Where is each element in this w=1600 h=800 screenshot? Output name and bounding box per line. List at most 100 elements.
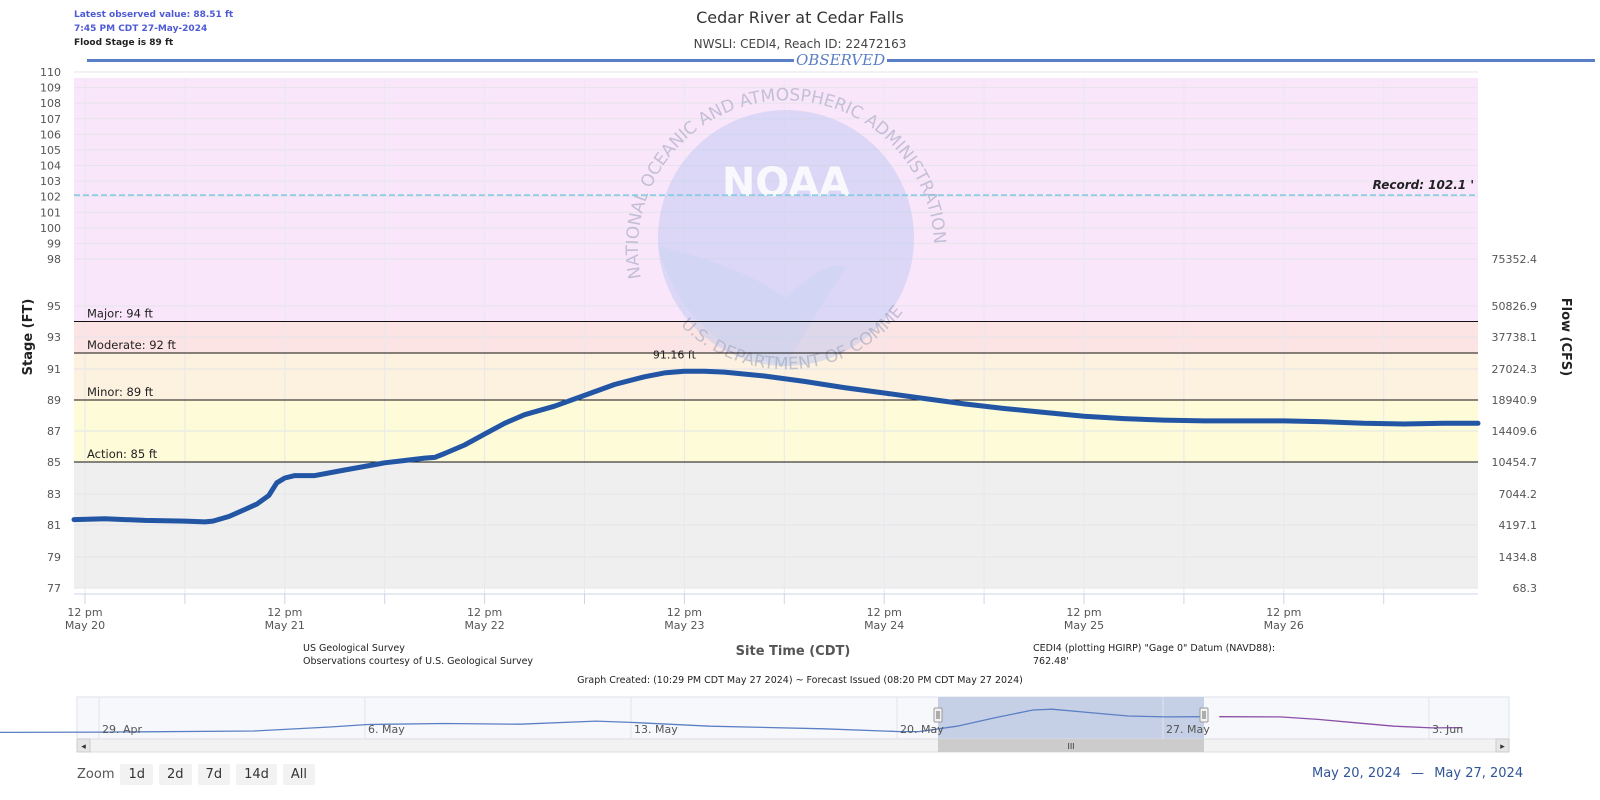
y-tick-label: 103 [40,175,61,188]
y2-axis-title: Flow (CFS) [1558,298,1573,376]
x-tick-label: May 22 [464,619,504,632]
navigator-date-label: 20. May [900,723,944,736]
scroll-left-button[interactable] [76,738,91,753]
y2-tick-label: 4197.1 [1499,519,1538,532]
datum-note: CEDI4 (plotting HGIRP) "Gage 0" Datum (N… [1033,642,1293,668]
y2-tick-label: 37738.1 [1492,331,1538,344]
y-tick-label: 83 [47,488,61,501]
flood-stage-note: Flood Stage is 89 ft [74,38,174,48]
y-tick-label: 101 [40,206,61,219]
range-separator: — [1411,766,1425,781]
navigator-date-label: 13. May [634,723,678,736]
x-tick-label: May 23 [664,619,704,632]
x-tick-label: 12 pm [667,606,702,619]
y-tick-label: 107 [40,113,61,126]
threshold-label: Major: 94 ft [87,307,153,321]
x-tick-label: May 26 [1264,619,1304,632]
x-tick-label: 12 pm [267,606,302,619]
y-tick-label: 91 [47,363,61,376]
left-arrow-icon: ◂ [81,742,86,752]
zoom-2d-button[interactable]: 2d [159,764,192,785]
navigator-date-label: 3. Jun [1432,723,1463,736]
x-tick-label: 12 pm [67,606,102,619]
datum-line-1: CEDI4 (plotting HGIRP) "Gage 0" Datum (N… [1033,643,1276,654]
y-tick-label: 93 [47,331,61,344]
y-tick-label: 100 [40,222,61,235]
graph-created-note: Graph Created: (10:29 PM CDT May 27 2024… [577,675,1023,686]
threshold-label: Moderate: 92 ft [87,338,176,352]
navigator-date-label: 27. May [1166,723,1210,736]
x-axis-title: Site Time (CDT) [736,644,851,659]
date-range: May 20, 2024 — May 27, 2024 [1312,766,1523,781]
zoom-controls: Zoom 1d 2d 7d 14d All [77,764,315,785]
x-tick-label: May 20 [65,619,105,632]
x-tick-label: May 25 [1064,619,1104,632]
navigator-forecast-line [1219,716,1463,729]
scroll-right-button[interactable] [1495,738,1510,753]
y-tick-label: 99 [47,237,61,250]
zoom-1d-button[interactable]: 1d [120,764,154,785]
y-tick-label: 105 [40,144,61,157]
scrollbar-track[interactable] [76,738,1510,753]
scrollbar-thumb[interactable] [938,739,1204,752]
y2-tick-label: 14409.6 [1492,425,1538,438]
y-tick-label: 77 [47,582,61,595]
chart-subtitle: NWSLI: CEDI4, Reach ID: 22472163 [693,37,907,51]
y-tick-label: 89 [47,394,61,407]
range-to[interactable]: May 27, 2024 [1434,766,1524,781]
zoom-14d-button[interactable]: 14d [236,764,277,785]
y2-tick-label: 68.3 [1513,582,1538,595]
y-tick-label: 106 [40,128,61,141]
zoom-all-button[interactable]: All [282,764,315,785]
navigator-selection[interactable] [938,697,1204,739]
y2-tick-label: 1434.8 [1499,551,1538,564]
observed-label: OBSERVED [794,51,888,69]
chart-title: Cedar River at Cedar Falls [696,8,904,27]
source-courtesy: Observations courtesy of U.S. Geological… [303,656,534,667]
range-navigator[interactable]: 29. Apr 6. May 13. May 20. May 27. May 3. Jun… [0,695,1600,755]
y-tick-label: 81 [47,519,61,532]
latest-value: Latest observed value: 88.51 ft [74,10,234,20]
zoom-label: Zoom [77,767,115,782]
navigator-left-handle[interactable] [933,707,943,723]
x-tick-label: 12 pm [867,606,902,619]
y-tick-label: 104 [40,160,61,173]
stage-series-line [71,368,1481,525]
threshold-label: Action: 85 ft [87,447,158,461]
y2-tick-label: 75352.4 [1492,253,1538,266]
x-tick-label: 12 pm [1266,606,1301,619]
noaa-watermark-bird [658,246,846,366]
y-tick-label: 95 [47,300,61,313]
y2-tick-label: 50826.9 [1492,300,1538,313]
y-tick-label: 102 [40,191,61,204]
scrollbar-grip: III [1067,742,1074,751]
y2-tick-label: 7044.2 [1499,488,1538,501]
zoom-7d-button[interactable]: 7d [197,764,231,785]
y-tick-label: 109 [40,82,61,95]
x-tick-label: May 21 [265,619,305,632]
source-agency: US Geological Survey [303,643,405,654]
y-tick-label: 108 [40,97,61,110]
navigator-observed-line [0,708,1205,733]
y-tick-label: 87 [47,425,61,438]
source-credit: US Geological Survey Observations courte… [303,642,533,668]
navigator-date-label: 29. Apr [102,723,142,736]
y-tick-label: 85 [47,456,61,469]
latest-time: 7:45 PM CDT 27-May-2024 [74,24,208,34]
navigator-right-handle[interactable] [1199,707,1209,723]
y-tick-label: 98 [47,253,61,266]
threshold-label: Minor: 89 ft [87,385,154,399]
x-tick-label: 12 pm [467,606,502,619]
right-arrow-icon: ▸ [1500,742,1505,752]
y-tick-label: 110 [40,66,61,79]
navigator-background [76,696,1510,740]
latest-observation-info: Latest observed value: 88.51 ft 7:45 PM … [74,8,233,50]
y-tick-label: 79 [47,551,61,564]
navigator-date-label: 6. May [368,723,405,736]
y2-tick-label: 10454.7 [1492,456,1538,469]
y2-tick-label: 27024.3 [1492,363,1538,376]
range-from[interactable]: May 20, 2024 [1312,766,1401,781]
x-tick-label: May 24 [864,619,904,632]
datum-line-2: 762.48' [1033,656,1069,667]
